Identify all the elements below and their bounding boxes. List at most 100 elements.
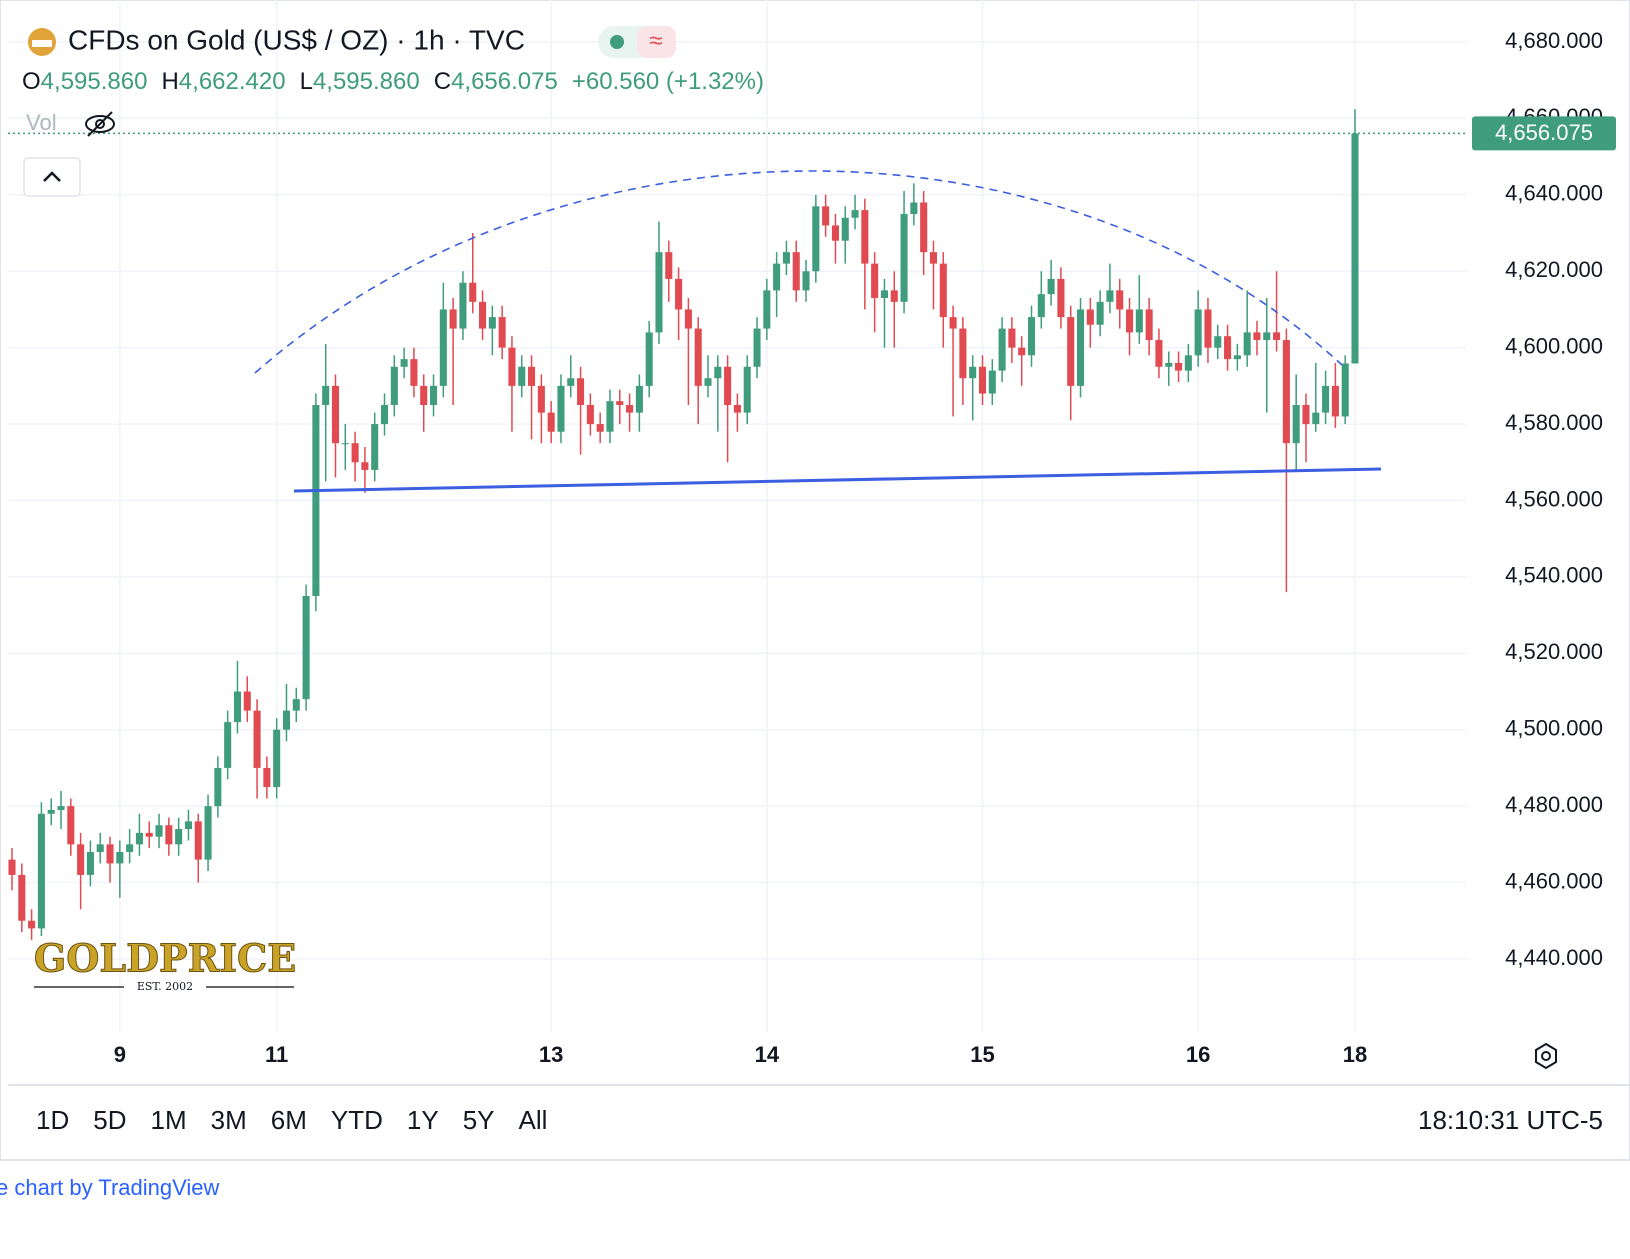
candle-body — [1233, 355, 1241, 360]
candle-body — [1037, 294, 1045, 318]
x-tick-label: 15 — [970, 1042, 994, 1067]
range-button[interactable]: 1D — [36, 1105, 69, 1135]
candle-body — [684, 309, 692, 329]
candle-body — [1076, 309, 1085, 386]
x-tick-label: 9 — [114, 1042, 126, 1067]
settings-icon[interactable] — [1535, 1042, 1557, 1070]
candle-body — [704, 378, 712, 386]
candle-body — [528, 366, 536, 386]
candle-body — [1331, 385, 1339, 417]
grid — [8, 0, 1466, 1032]
candle-body — [1155, 340, 1163, 367]
candle-body — [1243, 332, 1251, 356]
range-button[interactable]: 5Y — [463, 1105, 495, 1135]
range-button[interactable]: YTD — [331, 1105, 383, 1135]
candle-body — [596, 424, 604, 432]
candle-body — [77, 844, 85, 875]
header: CFDs on Gold (US$ / OZ) · 1h · TVC ≈ O4,… — [22, 24, 764, 197]
candle-body — [67, 806, 75, 845]
candle-body — [655, 252, 663, 333]
candle-body — [753, 328, 761, 367]
logo-text: GOLDPRICE — [34, 936, 296, 981]
candle-body — [292, 699, 300, 711]
candle-body — [1047, 278, 1055, 295]
symbol-icon-bar — [32, 40, 52, 47]
candle-body — [577, 378, 585, 405]
candle-body — [1282, 340, 1290, 444]
candle-body — [959, 328, 967, 379]
candle-body — [557, 385, 565, 432]
candle-body — [724, 366, 732, 405]
candle-body — [253, 710, 261, 768]
candle-body — [18, 874, 26, 921]
candle-body — [96, 844, 104, 852]
candle-body — [773, 263, 781, 291]
last-price-tag — [1472, 116, 1616, 151]
y-tick-label: 4,580.000 — [1505, 410, 1603, 435]
range-button[interactable]: All — [519, 1105, 548, 1135]
attribution-link[interactable]: e chart by TradingView — [0, 1175, 219, 1200]
candle-body — [371, 424, 379, 470]
candle-body — [449, 309, 457, 329]
candle-body — [900, 213, 908, 302]
range-button[interactable]: 1Y — [407, 1105, 439, 1135]
settings-icon-center — [1541, 1051, 1551, 1061]
x-tick-label: 14 — [755, 1042, 780, 1067]
logo-sub: EST. 2002 — [137, 980, 193, 993]
candle-body — [851, 210, 859, 218]
logo: GOLDPRICE EST. 2002 — [33, 935, 296, 993]
range-button[interactable]: 3M — [211, 1105, 247, 1135]
candle-body — [969, 366, 977, 379]
candle-body — [1018, 347, 1026, 356]
candle-body — [1312, 412, 1320, 425]
candle-body — [518, 366, 526, 386]
candle-body — [126, 844, 134, 852]
candle-body — [1116, 290, 1124, 310]
range-button[interactable]: 5D — [93, 1105, 126, 1135]
support-line — [293, 467, 1382, 493]
candle-body — [1165, 362, 1173, 367]
candle-body — [302, 596, 310, 700]
candle-body — [439, 309, 447, 386]
candle-body — [939, 263, 947, 318]
ohlc-key: O — [22, 68, 41, 95]
candle-body — [1067, 317, 1075, 386]
candle-body — [782, 252, 790, 264]
candle-body — [1008, 328, 1016, 348]
delay-icon: ≈ — [649, 27, 662, 54]
candle-body — [351, 443, 359, 463]
range-button[interactable]: 1M — [151, 1105, 187, 1135]
candle-body — [910, 202, 918, 214]
candle-body — [890, 290, 898, 302]
collapse-button[interactable] — [23, 157, 81, 197]
candle-body — [145, 832, 153, 837]
candle-body — [1302, 404, 1310, 425]
candle-body — [47, 809, 55, 814]
y-tick-label: 4,500.000 — [1505, 716, 1603, 741]
candle-body — [86, 851, 94, 875]
candle-body — [978, 366, 987, 394]
ohlc-value: 4,595.860 — [313, 68, 420, 95]
candle-body — [282, 710, 291, 730]
y-tick-label: 4,540.000 — [1505, 563, 1603, 588]
candle-body — [37, 813, 45, 929]
candle-body — [998, 328, 1006, 371]
ohlc-change: +60.560 (+1.32%) — [572, 68, 764, 95]
candle-body — [106, 844, 114, 864]
range-button[interactable]: 6M — [271, 1105, 307, 1135]
candle-body — [675, 278, 683, 310]
hide-icon[interactable] — [85, 111, 115, 137]
axes: 4,440.000 4,460.000 4,480.000 4,500.000 4,52… — [114, 28, 1616, 1067]
candle-body — [204, 806, 212, 860]
candle-body — [547, 412, 555, 432]
candle-body — [743, 366, 751, 413]
ohlc-key: L — [300, 68, 313, 95]
candle-body — [390, 366, 398, 405]
candle-body — [861, 210, 869, 264]
candle-body — [194, 821, 202, 860]
candle-body — [812, 206, 820, 272]
y-tick-label: 4,440.000 — [1505, 945, 1603, 970]
ohlc-value: 4,656.075 — [451, 68, 558, 95]
last-price-label: 4,656.075 — [1495, 120, 1593, 145]
candle-body — [929, 252, 938, 264]
